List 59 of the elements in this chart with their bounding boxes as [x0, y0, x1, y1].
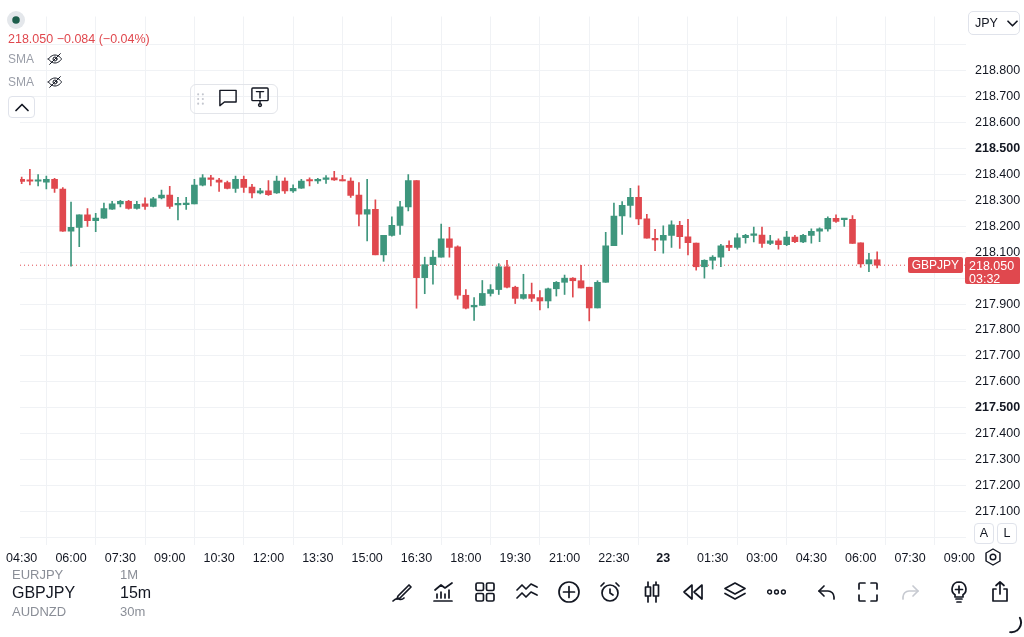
y-tick-label: 218.100	[975, 244, 1021, 259]
y-tick-label: 218.300	[975, 192, 1021, 207]
text: 1M	[120, 567, 139, 582]
text: 30m	[120, 604, 146, 619]
candlestick	[34, 174, 42, 187]
y-tick-label: 218.200	[975, 218, 1021, 233]
x-tick-label: 03:00	[746, 550, 778, 565]
candlestick	[67, 201, 75, 267]
candlestick	[684, 219, 692, 256]
y-tick-label: 217.300	[975, 451, 1021, 466]
x-tick-label: 07:30	[894, 550, 926, 565]
y-tick-label: 218.700	[975, 89, 1021, 104]
candlestick	[569, 277, 577, 298]
y-tick-label: 217.500	[975, 400, 1021, 415]
y-tick-label: 217.600	[975, 374, 1021, 389]
y-tick-label: 217.700	[975, 348, 1021, 363]
x-tick-label: 09:00	[943, 550, 976, 565]
x-tick-label: 10:30	[203, 550, 235, 565]
annotation: SMA	[8, 52, 35, 66]
candlestick	[26, 169, 34, 186]
x-tick-label: 16:30	[400, 550, 433, 565]
x-tick-label: 06:00	[845, 550, 877, 565]
y-tick-label: 217.100	[975, 503, 1021, 518]
x-tick-label: 22:30	[598, 550, 630, 565]
y-tick-label: 217.800	[975, 322, 1021, 337]
x-tick-label: 18:00	[450, 550, 482, 565]
y-tick-label: 218.400	[975, 166, 1021, 181]
text: EURJPY	[12, 567, 64, 582]
y-tick-label: 218.500	[975, 141, 1021, 156]
text: GBPJPY	[12, 584, 76, 601]
x-tick-label: 23	[656, 550, 671, 565]
x-tick-label: 12:00	[252, 550, 285, 565]
text: 15m	[120, 584, 152, 601]
y-tick-label: 217.200	[975, 477, 1021, 492]
y-tick-label: 218.600	[975, 115, 1021, 130]
x-tick-label: 15:00	[351, 550, 383, 565]
x-tick-label: 13:30	[302, 550, 334, 565]
annotation: 218.050 −0.084 (−0.04%)	[8, 32, 150, 46]
text: AUDNZD	[12, 604, 67, 619]
candlestick	[840, 217, 848, 227]
x-tick-label: 04:30	[6, 550, 38, 565]
x-tick-label: 19:30	[499, 550, 531, 565]
x-tick-label: 21:00	[548, 550, 581, 565]
annotation: SMA	[8, 75, 35, 89]
x-tick-label: 06:00	[55, 550, 87, 565]
candlestick	[92, 213, 100, 233]
y-tick-label: 218.800	[975, 63, 1021, 78]
y-tick-label: 217.900	[975, 296, 1021, 311]
x-tick-label: 09:00	[154, 550, 186, 565]
text: A	[979, 526, 989, 540]
text: 218.050	[969, 259, 1015, 274]
ref-line-label: GBPJPY	[907, 257, 963, 274]
text: 03:32	[969, 272, 1001, 287]
y-tick-label: 217.400	[975, 426, 1021, 441]
text: JPY	[975, 16, 998, 30]
x-tick-label: 01:30	[697, 550, 729, 565]
x-tick-label: 04:30	[795, 550, 828, 565]
x-tick-label: 07:30	[104, 550, 137, 565]
text: L	[1003, 526, 1011, 540]
